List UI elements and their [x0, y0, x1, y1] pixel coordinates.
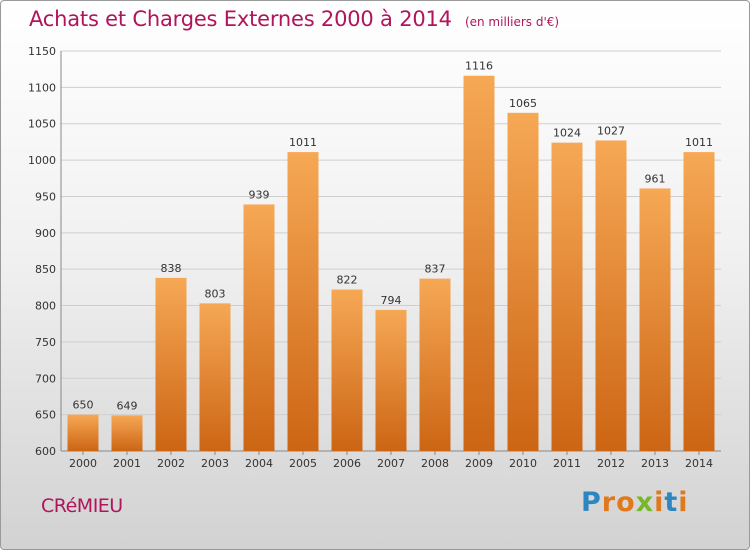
y-tick-label: 1050	[28, 118, 56, 131]
bar-value-label: 803	[205, 287, 226, 300]
proxiti-logo: Proxiti	[581, 487, 689, 518]
bar	[375, 309, 407, 451]
y-tick-label: 650	[35, 409, 56, 422]
bar-value-label: 650	[73, 399, 94, 412]
x-tick-label: 2006	[333, 457, 361, 470]
bar-value-label: 961	[645, 172, 666, 185]
x-tick-label: 2008	[421, 457, 449, 470]
y-tick-label: 750	[35, 336, 56, 349]
logo-letter: i	[654, 487, 665, 518]
y-tick-label: 1000	[28, 154, 56, 167]
x-tick-label: 2002	[157, 457, 185, 470]
x-tick-label: 2001	[113, 457, 141, 470]
bar	[243, 204, 275, 451]
x-tick-label: 2011	[553, 457, 581, 470]
bar-value-label: 1065	[509, 97, 537, 110]
y-tick-label: 800	[35, 300, 56, 313]
x-tick-label: 2010	[509, 457, 537, 470]
x-tick-label: 2004	[245, 457, 273, 470]
x-tick-label: 2000	[69, 457, 97, 470]
y-tick-label: 900	[35, 227, 56, 240]
bar-value-label: 794	[381, 294, 402, 307]
bar	[639, 188, 671, 452]
bar-value-label: 822	[337, 274, 358, 287]
x-tick-label: 2003	[201, 457, 229, 470]
logo-letter: r	[601, 487, 617, 518]
title-row: Achats et Charges Externes 2000 à 2014 (…	[29, 7, 559, 31]
bar-value-label: 649	[117, 399, 138, 412]
bar-value-label: 939	[249, 188, 270, 201]
bar	[463, 75, 495, 452]
y-tick-label: 850	[35, 263, 56, 276]
y-tick-label: 700	[35, 372, 56, 385]
bar	[507, 112, 539, 452]
bar	[595, 140, 627, 452]
logo-letter: x	[635, 487, 655, 518]
y-tick-label: 600	[35, 445, 56, 458]
y-tick-label: 1150	[28, 45, 56, 58]
label-layer: 650 649 838 803 939 1011 822 794 837 1116 1065 1024…	[73, 60, 714, 413]
bar	[155, 277, 187, 451]
bar	[67, 414, 99, 451]
bar	[111, 415, 143, 451]
y-tick-label: 1100	[28, 81, 56, 94]
bar	[287, 152, 319, 451]
x-tick-label: 2005	[289, 457, 317, 470]
bar	[331, 289, 363, 451]
bar-layer	[67, 75, 715, 452]
x-tick-label: 2012	[597, 457, 625, 470]
bar-value-label: 1027	[597, 124, 625, 137]
bar-value-label: 1024	[553, 127, 581, 140]
bar	[551, 142, 583, 452]
logo-letter: t	[664, 487, 679, 518]
logo-letter: P	[581, 487, 602, 518]
bar-value-label: 1011	[289, 136, 317, 149]
logo-letter: o	[616, 487, 636, 518]
town-name: CRéMIEU	[41, 495, 123, 517]
bar	[683, 152, 715, 451]
bar	[419, 278, 451, 451]
bar-value-label: 838	[161, 262, 182, 275]
chart-unit: (en milliers d'€)	[464, 15, 560, 29]
x-tick-label: 2009	[465, 457, 493, 470]
bar-value-label: 837	[425, 263, 446, 276]
bar-value-label: 1116	[465, 60, 493, 73]
bar	[199, 303, 231, 451]
x-tick-label: 2013	[641, 457, 669, 470]
x-tick-label: 2014	[685, 457, 713, 470]
x-tick-label: 2007	[377, 457, 405, 470]
y-tick-label: 950	[35, 190, 56, 203]
chart-title: Achats et Charges Externes 2000 à 2014	[29, 7, 452, 31]
bar-value-label: 1011	[685, 136, 713, 149]
logo-letter: i	[678, 487, 689, 518]
